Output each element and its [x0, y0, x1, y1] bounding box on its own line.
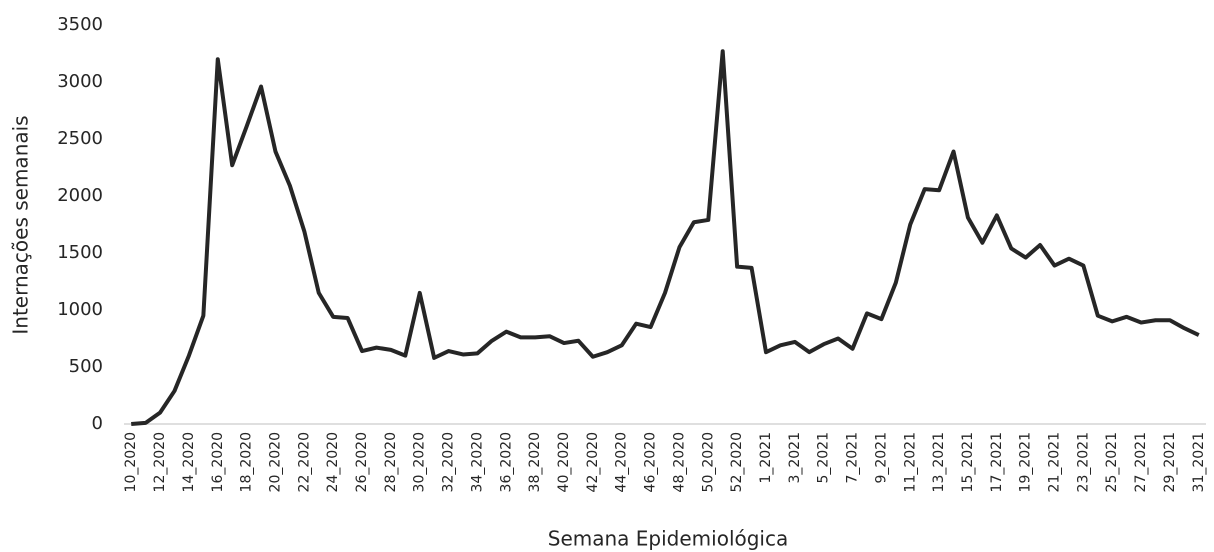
y-tick-label: 3500 — [57, 14, 103, 35]
x-tick-label: 31_2021 — [1191, 432, 1207, 492]
x-tick-label: 32_2020 — [441, 432, 457, 492]
x-tick-label: 42_2020 — [585, 432, 601, 492]
x-tick-label: 46_2020 — [643, 432, 659, 492]
x-tick-label: 21_2021 — [1047, 432, 1063, 492]
x-tick-label: 9_2021 — [873, 432, 889, 484]
y-tick-label: 2500 — [57, 128, 103, 149]
x-tick-label: 19_2021 — [1018, 432, 1034, 492]
x-tick-label: 24_2020 — [325, 432, 341, 492]
x-tick-label: 1_2021 — [758, 432, 774, 484]
x-tick-label: 18_2020 — [239, 432, 255, 492]
y-tick-label: 3000 — [57, 71, 103, 92]
x-tick-label: 17_2021 — [989, 432, 1005, 492]
x-tick-label: 11_2021 — [902, 432, 918, 492]
x-tick-label: 40_2020 — [556, 432, 572, 492]
x-tick-label: 3_2021 — [787, 432, 803, 484]
x-tick-label: 30_2020 — [412, 432, 428, 492]
x-tick-label: 25_2021 — [1104, 432, 1120, 492]
x-tick-label: 13_2021 — [931, 432, 947, 492]
x-tick-label: 14_2020 — [181, 432, 197, 492]
x-tick-label: 36_2020 — [498, 432, 514, 492]
y-tick-label: 2000 — [57, 185, 103, 206]
data-line — [131, 49, 1200, 426]
x-tick-label: 52_2020 — [729, 432, 745, 492]
x-tick-label: 23_2021 — [1075, 432, 1091, 492]
x-tick-label: 48_2020 — [671, 432, 687, 492]
x-tick-label: 22_2020 — [296, 432, 312, 492]
x-tick-label: 29_2021 — [1162, 432, 1178, 492]
x-tick-label: 50_2020 — [700, 432, 716, 492]
x-tick-label: 34_2020 — [469, 432, 485, 492]
y-tick-label: 0 — [92, 413, 103, 434]
x-tick-label: 28_2020 — [383, 432, 399, 492]
x-tick-label: 10_2020 — [123, 432, 139, 492]
x-tick-label: 7_2021 — [845, 432, 861, 484]
x-tick-label: 38_2020 — [527, 432, 543, 492]
x-tick-label: 16_2020 — [210, 432, 226, 492]
x-tick-label: 27_2021 — [1133, 432, 1149, 492]
x-tick-label: 12_2020 — [152, 432, 168, 492]
x-tick-label: 15_2021 — [960, 432, 976, 492]
y-tick-label: 1500 — [57, 242, 103, 263]
x-tick-label: 26_2020 — [354, 432, 370, 492]
y-tick-label: 500 — [69, 356, 103, 377]
x-tick-label: 20_2020 — [267, 432, 283, 492]
x-tick-label: 5_2021 — [816, 432, 832, 484]
y-axis-title: Internações semanais — [9, 115, 33, 334]
x-tick-label: 44_2020 — [614, 432, 630, 492]
x-axis-title: Semana Epidemiológica — [548, 527, 789, 551]
y-tick-label: 1000 — [57, 299, 103, 320]
